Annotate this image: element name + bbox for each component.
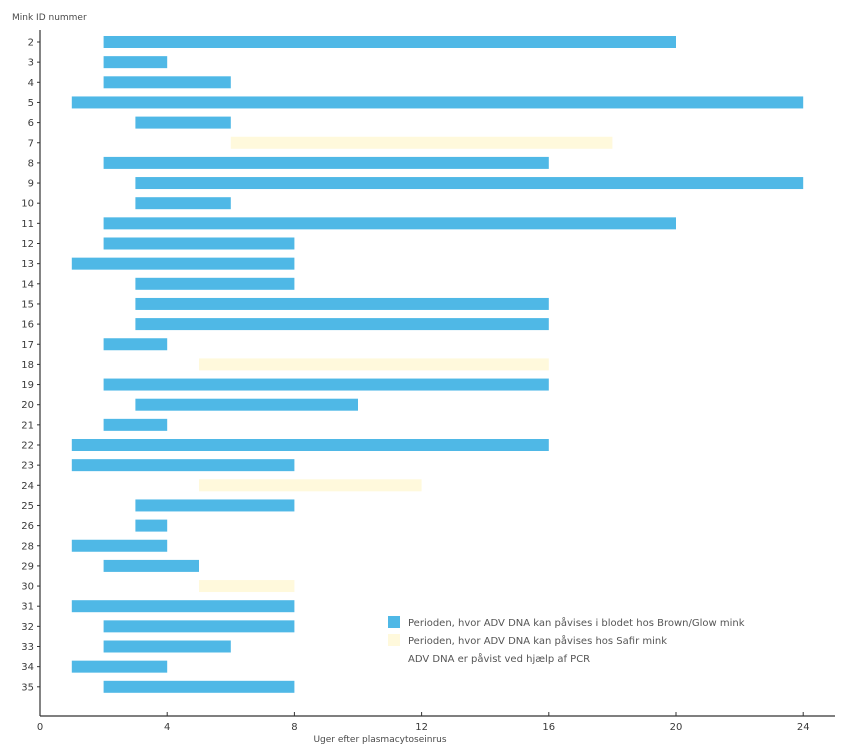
bar-mink-7 [230, 136, 613, 149]
x-tick-label: 24 [797, 722, 810, 733]
bar-mink-14 [135, 277, 295, 290]
y-tick-label: 14 [21, 279, 34, 290]
y-tick-label: 15 [21, 299, 34, 310]
y-tick-label: 7 [28, 138, 34, 149]
y-tick-label: 34 [21, 662, 34, 673]
y-tick-label: 32 [21, 622, 34, 633]
bar-mink-16 [135, 318, 549, 331]
y-tick-label: 31 [21, 602, 34, 613]
y-tick-label: 19 [21, 380, 34, 391]
bar-mink-4 [103, 76, 231, 89]
bar-mink-21 [103, 418, 168, 431]
bar-mink-8 [103, 156, 549, 169]
x-tick-label: 12 [415, 722, 428, 733]
bar-mink-5 [71, 96, 804, 109]
y-tick-label: 4 [28, 78, 34, 89]
y-tick-label: 24 [21, 481, 34, 492]
x-tick-label: 4 [164, 722, 170, 733]
bar-mink-6 [135, 116, 231, 129]
legend-label-brown_glow: Perioden, hvor ADV DNA kan påvises i blo… [408, 616, 745, 629]
y-tick-label: 11 [21, 219, 34, 230]
y-tick-label: 16 [21, 320, 34, 331]
legend-swatch-brown_glow [388, 616, 400, 628]
bar-mink-20 [135, 398, 358, 411]
bar-mink-10 [135, 197, 231, 210]
y-axis-title: Mink ID nummer [12, 13, 87, 23]
y-tick-label: 29 [21, 561, 34, 572]
bar-mink-35 [103, 680, 295, 693]
y-tick-label: 10 [21, 199, 34, 210]
y-tick-label: 5 [28, 98, 34, 109]
x-tick-label: 0 [37, 722, 43, 733]
y-tick-label: 26 [21, 521, 34, 532]
bar-mink-17 [103, 338, 168, 351]
x-tick-label: 20 [670, 722, 683, 733]
y-tick-label: 23 [21, 461, 34, 472]
bar-mink-11 [103, 217, 677, 230]
bar-mink-13 [71, 257, 295, 270]
y-tick-label: 18 [21, 360, 34, 371]
bar-mink-28 [71, 539, 168, 552]
bar-mink-9 [135, 177, 804, 190]
bar-mink-23 [71, 459, 295, 472]
x-tick-labels: 0 4 8 12 16 20 24 [37, 712, 810, 733]
bar-mink-34 [71, 660, 168, 673]
y-tick-label: 8 [28, 158, 34, 169]
bar-mink-24 [199, 479, 422, 492]
y-tick-labels: 2345678910111213141516171819202122232425… [21, 38, 40, 693]
bar-mink-30 [199, 580, 295, 593]
bar-mink-32 [103, 620, 295, 633]
y-tick-label: 25 [21, 501, 34, 512]
bar-mink-12 [103, 237, 295, 250]
bar-mink-19 [103, 378, 549, 391]
bar-mink-15 [135, 297, 549, 310]
y-tick-label: 20 [21, 400, 34, 411]
bar-mink-29 [103, 559, 199, 572]
y-tick-label: 13 [21, 259, 34, 270]
bar-mink-31 [71, 600, 295, 613]
y-tick-label: 6 [28, 118, 34, 129]
bar-mink-33 [103, 640, 231, 653]
y-tick-label: 12 [21, 239, 34, 250]
x-tick-label: 16 [542, 722, 555, 733]
y-tick-label: 33 [21, 642, 34, 653]
bar-mink-2 [103, 36, 677, 48]
x-tick-label: 8 [291, 722, 297, 733]
bar-mink-25 [135, 499, 295, 512]
bars-group [71, 36, 804, 693]
y-tick-label: 35 [21, 682, 34, 693]
legend: Perioden, hvor ADV DNA kan påvises i blo… [388, 616, 745, 665]
y-tick-label: 2 [28, 38, 34, 49]
bar-mink-22 [71, 439, 549, 451]
legend-label-note: ADV DNA er påvist ved hjælp af PCR [408, 652, 590, 665]
y-tick-label: 17 [21, 340, 34, 351]
y-tick-label: 3 [28, 58, 34, 69]
bar-mink-18 [199, 358, 549, 371]
y-tick-label: 9 [28, 179, 34, 190]
y-tick-label: 21 [21, 420, 34, 431]
bar-mink-3 [103, 56, 168, 69]
y-tick-label: 30 [21, 582, 34, 593]
legend-label-safir: Perioden, hvor ADV DNA kan påvises hos S… [408, 634, 667, 647]
x-axis-title: Uger efter plasmacytoseinrus [313, 735, 446, 745]
y-tick-label: 22 [21, 441, 34, 452]
legend-swatch-safir [388, 634, 400, 646]
y-tick-label: 28 [21, 541, 34, 552]
bar-mink-26 [135, 519, 168, 532]
